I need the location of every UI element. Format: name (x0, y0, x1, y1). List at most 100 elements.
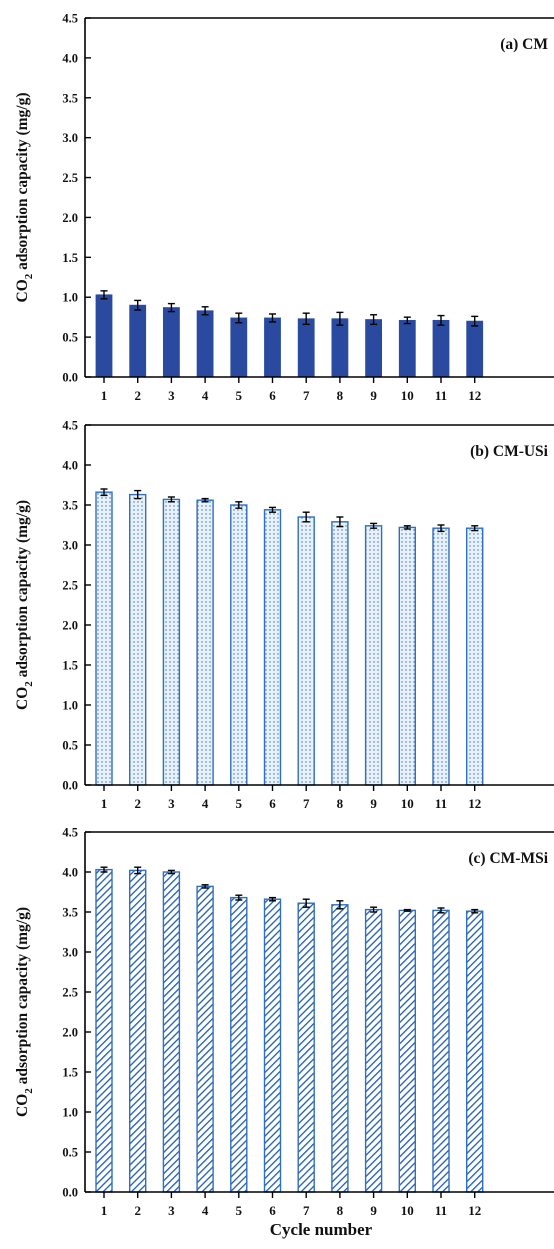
x-tick-label: 8 (337, 796, 344, 811)
y-tick-label: 3.0 (62, 946, 78, 960)
x-tick-label: 9 (370, 1203, 377, 1218)
axes-frame (84, 17, 554, 378)
y-tick-label: 4.0 (62, 866, 78, 880)
x-tick-label: 4 (202, 388, 209, 403)
y-tick-label: 4.0 (62, 51, 78, 65)
bar-cycle-6 (263, 509, 282, 786)
error-bar-cycle-9 (370, 906, 378, 913)
y-tick-label: 0.0 (62, 779, 78, 793)
y-tick-label: 0.5 (62, 331, 78, 345)
error-bar-cycle-1 (100, 866, 108, 873)
error-bar-cycle-4 (201, 306, 209, 316)
y-tick-label: 4.5 (62, 419, 78, 433)
error-bar-cycle-6 (269, 313, 276, 323)
panel-label: (c) CM-MSi (468, 850, 548, 867)
bar-cycle-9 (365, 319, 383, 378)
bar-cycle-9 (364, 525, 383, 786)
x-tick-label: 5 (236, 388, 243, 403)
error-bar-cycle-2 (134, 866, 142, 875)
x-tick-label: 3 (168, 796, 175, 811)
bar-cycle-12 (466, 910, 484, 1193)
panel-c: 0.00.51.01.52.02.53.03.54.04.51 2 3 4 5 6 7 8 9 1… (14, 826, 554, 1218)
bar-cycle-2 (129, 304, 147, 378)
error-bar-cycle-3 (167, 302, 175, 313)
y-tick-label: 1.5 (62, 251, 78, 265)
bar-cycle-1 (95, 491, 113, 786)
y-tick-label: 2.5 (62, 171, 78, 185)
error-bar-cycle-12 (471, 525, 479, 532)
x-tick-label: 8 (337, 388, 344, 403)
x-axis-title: Cycle number (270, 1220, 373, 1239)
error-bar-cycle-5 (235, 501, 243, 509)
bar-cycle-10 (398, 909, 416, 1193)
bar-cycle-1 (95, 868, 113, 1193)
y-tick-label: 2.0 (62, 1026, 78, 1040)
y-tick-label: 0.0 (62, 1186, 78, 1200)
bar-cycle-5 (230, 896, 248, 1193)
axes-frame (84, 831, 554, 1193)
bar-cycle-7 (297, 318, 315, 378)
error-bar-cycle-3 (167, 496, 175, 503)
error-bar-cycle-12 (471, 908, 479, 914)
y-tick-label: 2.0 (62, 619, 78, 633)
error-bar-cycle-7 (302, 312, 310, 326)
x-tick-label: 12 (468, 796, 481, 811)
x-tick-label: 10 (401, 796, 414, 811)
bar-cycle-12 (466, 527, 484, 786)
x-tick-label: 1 (101, 796, 108, 811)
bar-cycle-6 (263, 898, 282, 1193)
error-bar-cycle-8 (336, 900, 344, 910)
error-bar-cycle-8 (336, 311, 344, 326)
x-tick-label: 2 (134, 796, 141, 811)
x-tick-label: 11 (435, 388, 447, 403)
x-tick-label: 5 (236, 796, 243, 811)
bar-cycle-7 (297, 516, 315, 786)
panel-label: (b) CM-USi (470, 443, 549, 460)
error-bar-cycle-1 (100, 290, 108, 300)
x-tick-label: 10 (401, 1203, 414, 1218)
panel-label: (a) CM (500, 36, 548, 53)
x-tick-label: 10 (401, 388, 414, 403)
y-tick-label: 0.5 (62, 739, 78, 753)
x-tick-label: 5 (236, 1203, 243, 1218)
y-tick-label: 1.0 (62, 291, 78, 305)
error-bar-cycle-6 (269, 896, 276, 902)
panel-a: 0.00.51.01.52.02.53.03.54.04.51 2 3 4 5 6 7 8 9 1… (14, 12, 554, 403)
y-tick-label: 0.5 (62, 1146, 78, 1160)
error-bar-cycle-11 (437, 314, 445, 326)
x-tick-label: 11 (435, 1203, 447, 1218)
error-bar-cycle-3 (167, 869, 175, 875)
bar-cycle-1 (95, 294, 113, 378)
x-tick-label: 1 (101, 1203, 108, 1218)
bar-cycle-4 (196, 885, 214, 1193)
x-tick-label: 9 (370, 796, 377, 811)
axes-frame (84, 424, 554, 786)
y-tick-label: 0.0 (62, 371, 78, 385)
error-bar-cycle-11 (437, 907, 445, 914)
bar-cycle-8 (331, 318, 349, 378)
bar-cycle-3 (162, 871, 181, 1193)
error-bar-cycle-12 (471, 315, 479, 327)
x-tick-label: 12 (468, 1203, 481, 1218)
x-tick-label: 3 (168, 1203, 175, 1218)
error-bar-cycle-10 (403, 525, 411, 530)
bar-cycle-11 (432, 319, 450, 378)
error-bar-cycle-4 (201, 497, 209, 503)
y-tick-label: 2.0 (62, 211, 78, 225)
y-tick-label: 1.5 (62, 659, 78, 673)
error-bar-cycle-9 (370, 314, 378, 326)
error-bar-cycle-5 (235, 894, 243, 901)
x-tick-label: 7 (303, 796, 310, 811)
y-tick-label: 2.5 (62, 986, 78, 1000)
bar-cycle-5 (230, 504, 248, 786)
y-tick-label: 3.0 (62, 131, 78, 145)
error-bar-cycle-7 (302, 898, 310, 908)
bar-cycle-8 (331, 521, 349, 786)
x-tick-label: 8 (337, 1203, 344, 1218)
error-bar-cycle-2 (134, 489, 142, 500)
error-bar-cycle-4 (201, 884, 209, 889)
y-tick-label: 3.0 (62, 539, 78, 553)
y-axis-title: CO2 adsorption capacity (mg/g) (14, 500, 35, 710)
bar-cycle-6 (264, 317, 281, 378)
